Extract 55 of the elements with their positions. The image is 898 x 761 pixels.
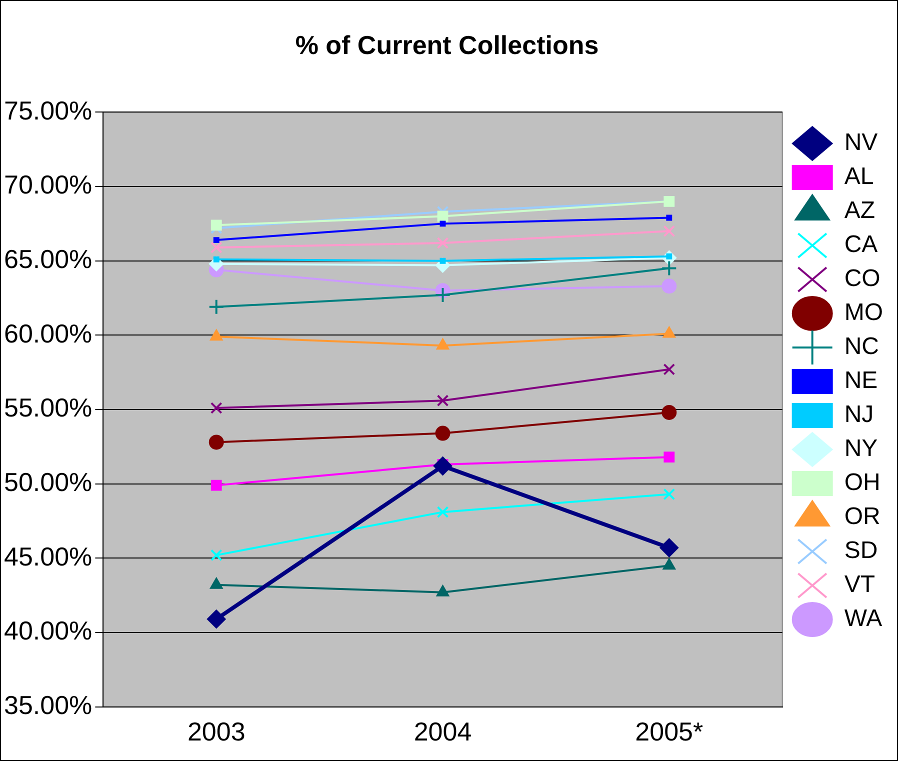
legend-label: CA (844, 231, 878, 258)
point (434, 287, 451, 304)
legend-label: NY (844, 435, 878, 462)
point (440, 220, 446, 227)
point (213, 237, 220, 244)
point (433, 456, 452, 476)
x-tick-label: 2004 (414, 716, 472, 747)
point (663, 488, 676, 500)
y-tick-label: 50.00% (4, 466, 92, 497)
y-tick-label: 75.00% (4, 95, 92, 126)
point (435, 426, 450, 441)
legend-label: NE (844, 367, 878, 394)
point (213, 256, 220, 262)
legend-label: CO (844, 265, 880, 292)
legend-label: MO (844, 299, 884, 326)
legend-label: OH (844, 469, 880, 496)
point (663, 225, 676, 238)
legend-label: VT (844, 571, 876, 598)
point (210, 549, 222, 562)
point (440, 258, 446, 264)
legend-label: AZ (844, 197, 876, 224)
point (666, 214, 672, 221)
x-tick-label: 2005* (635, 716, 704, 747)
y-tick-label: 45.00% (4, 541, 92, 572)
y-tick-label: 55.00% (4, 392, 92, 423)
point (210, 242, 222, 254)
y-tick-label: 65.00% (4, 244, 92, 274)
point (661, 260, 678, 276)
y-tick-label: 60.00% (4, 318, 92, 348)
point (210, 402, 222, 414)
legend-label: SD (844, 537, 878, 564)
legend-label: NJ (844, 401, 874, 428)
point (208, 434, 224, 450)
point (664, 452, 675, 463)
point (662, 404, 677, 420)
legend-label: NV (844, 129, 878, 156)
point (208, 298, 224, 315)
legend-label: NC (844, 333, 880, 360)
point (436, 237, 449, 249)
point (436, 394, 449, 407)
point (206, 610, 226, 629)
point (660, 538, 679, 558)
chart-title: % of Current Collections (295, 30, 599, 60)
legend-label: OR (844, 503, 880, 530)
point (662, 278, 677, 294)
point (210, 220, 222, 231)
point (436, 506, 449, 518)
legend-label: WA (844, 605, 882, 632)
y-tick-label: 40.00% (4, 616, 92, 646)
point (663, 363, 676, 376)
point (210, 480, 222, 491)
y-tick-label: 35.00% (4, 690, 92, 720)
y-tick-label: 70.00% (4, 170, 92, 200)
legend-label: AL (844, 163, 874, 190)
x-tick-label: 2003 (187, 716, 246, 747)
